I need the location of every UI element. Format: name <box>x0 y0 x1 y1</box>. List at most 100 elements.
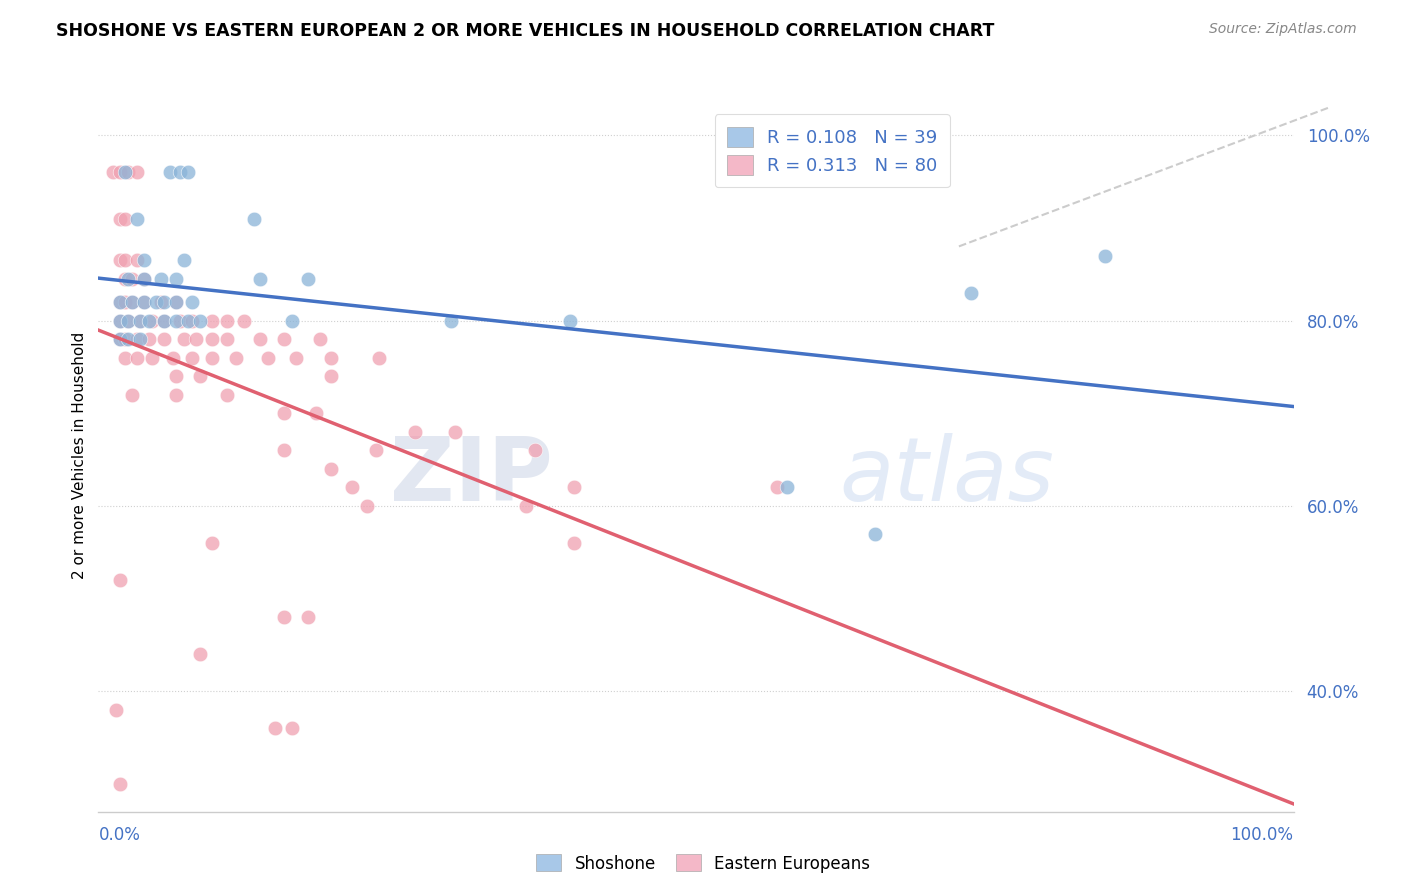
Point <box>114 165 136 179</box>
Text: SHOSHONE VS EASTERN EUROPEAN 2 OR MORE VEHICLES IN HOUSEHOLD CORRELATION CHART: SHOSHONE VS EASTERN EUROPEAN 2 OR MORE V… <box>56 22 994 40</box>
Point <box>114 351 136 365</box>
Point <box>114 211 136 226</box>
Point <box>321 351 343 365</box>
Point <box>117 332 139 346</box>
Point <box>105 703 128 717</box>
Point <box>225 351 247 365</box>
Point <box>141 313 163 327</box>
Point <box>443 425 465 439</box>
Point <box>188 313 211 327</box>
Text: Source: ZipAtlas.com: Source: ZipAtlas.com <box>1209 22 1357 37</box>
Point <box>281 721 304 735</box>
Point <box>125 211 148 226</box>
Point <box>340 480 363 494</box>
Point <box>281 313 304 327</box>
Point <box>321 462 343 476</box>
Point <box>114 295 136 310</box>
Point <box>217 387 239 401</box>
Point <box>284 351 307 365</box>
Point <box>114 272 136 286</box>
Point <box>153 295 176 310</box>
Point <box>243 211 266 226</box>
Point <box>121 387 143 401</box>
Point <box>177 165 200 179</box>
Point <box>201 351 224 365</box>
Point <box>159 165 181 179</box>
Point <box>132 295 155 310</box>
Point <box>108 295 131 310</box>
Point <box>108 295 131 310</box>
Point <box>180 351 202 365</box>
Point <box>776 480 799 494</box>
Point <box>186 332 208 346</box>
Point <box>321 369 343 384</box>
Point <box>145 295 167 310</box>
Point <box>368 351 391 365</box>
Point <box>201 536 224 550</box>
Point <box>1094 249 1116 263</box>
Legend: R = 0.108   N = 39, R = 0.313   N = 80: R = 0.108 N = 39, R = 0.313 N = 80 <box>714 114 950 187</box>
Point <box>180 295 202 310</box>
Y-axis label: 2 or more Vehicles in Household: 2 or more Vehicles in Household <box>72 331 87 579</box>
Point <box>149 295 172 310</box>
Point <box>138 332 160 346</box>
Point <box>960 285 983 300</box>
Point <box>121 272 143 286</box>
Point <box>173 332 195 346</box>
Point <box>297 272 319 286</box>
Point <box>308 332 330 346</box>
Text: 100.0%: 100.0% <box>1230 826 1294 844</box>
Point <box>117 165 139 179</box>
Point <box>201 332 224 346</box>
Point <box>169 313 191 327</box>
Point <box>125 253 148 268</box>
Point <box>233 313 256 327</box>
Point <box>121 295 143 310</box>
Point <box>129 332 152 346</box>
Point <box>188 647 211 661</box>
Point <box>125 332 148 346</box>
Point <box>101 165 124 179</box>
Point <box>138 313 160 327</box>
Point <box>249 272 271 286</box>
Text: 0.0%: 0.0% <box>98 826 141 844</box>
Point <box>153 313 176 327</box>
Point <box>132 295 155 310</box>
Point <box>766 480 789 494</box>
Point <box>273 610 295 624</box>
Point <box>273 332 295 346</box>
Point <box>305 406 328 420</box>
Point <box>440 313 463 327</box>
Point <box>108 332 131 346</box>
Text: ZIP: ZIP <box>389 433 553 520</box>
Point <box>108 165 131 179</box>
Point <box>217 332 239 346</box>
Point <box>257 351 280 365</box>
Point <box>165 369 187 384</box>
Point <box>560 313 582 327</box>
Legend: Shoshone, Eastern Europeans: Shoshone, Eastern Europeans <box>530 847 876 880</box>
Point <box>249 332 271 346</box>
Point <box>125 351 148 365</box>
Point <box>132 272 155 286</box>
Point <box>169 165 191 179</box>
Point <box>165 295 187 310</box>
Point <box>108 211 131 226</box>
Point <box>562 480 585 494</box>
Point <box>117 313 139 327</box>
Point <box>165 313 187 327</box>
Point <box>129 313 152 327</box>
Point <box>117 272 139 286</box>
Point <box>515 499 537 513</box>
Point <box>188 369 211 384</box>
Point <box>153 313 176 327</box>
Point <box>364 443 387 458</box>
Point <box>162 351 184 365</box>
Point <box>108 777 131 791</box>
Point <box>177 313 200 327</box>
Point <box>523 443 546 458</box>
Point <box>153 332 176 346</box>
Point <box>149 272 172 286</box>
Point <box>173 253 195 268</box>
Point <box>121 295 143 310</box>
